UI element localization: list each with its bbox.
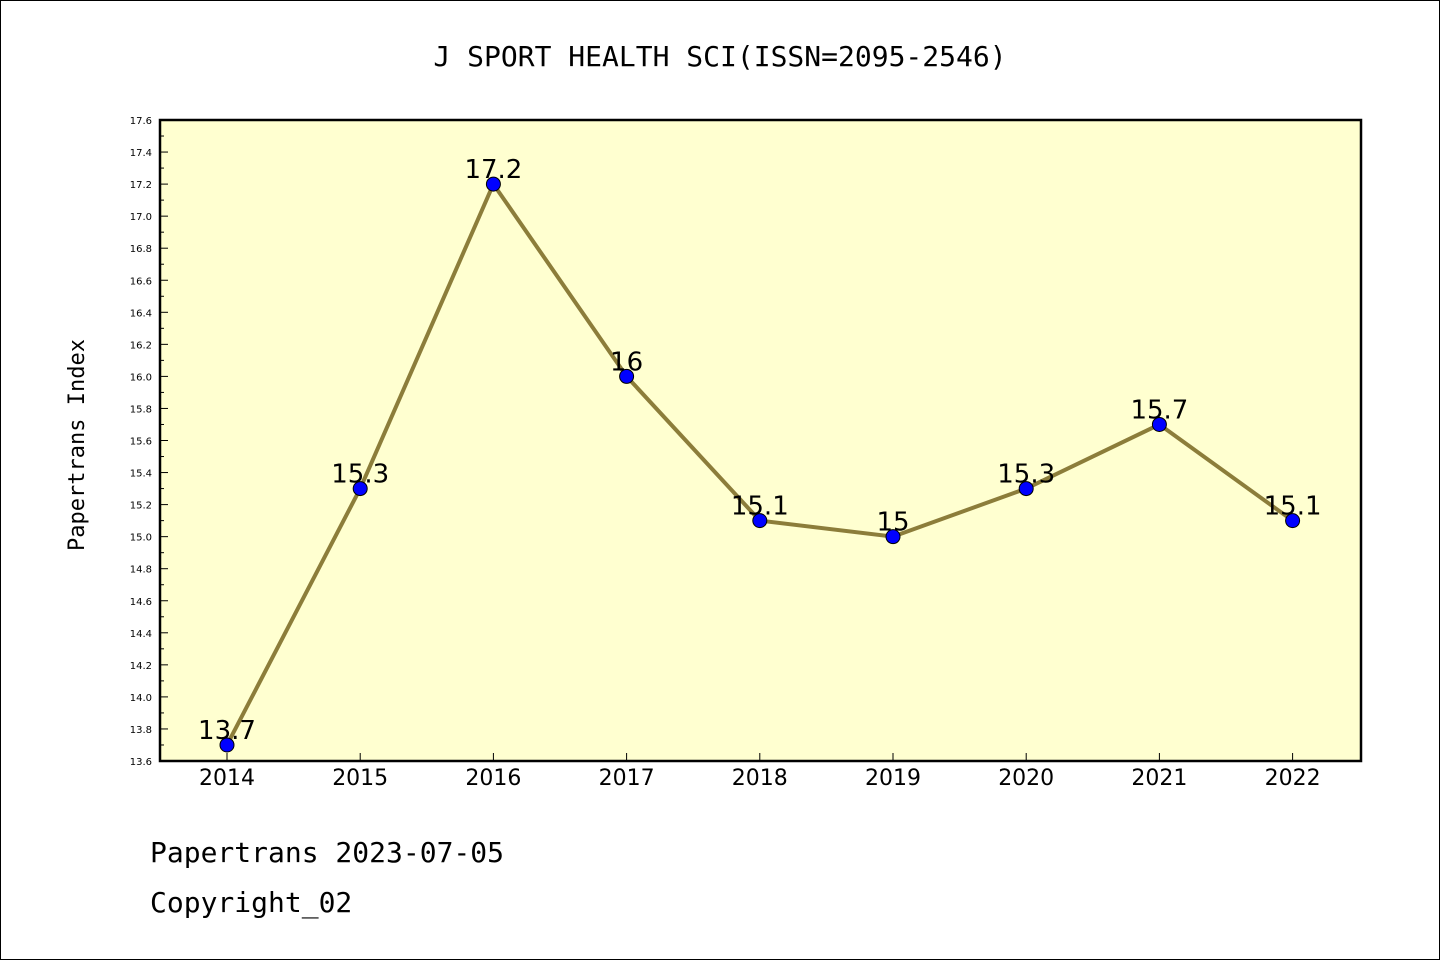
y-tick-label: 14.0 <box>130 693 152 704</box>
data-point <box>485 176 501 192</box>
data-label: 15 <box>876 508 909 538</box>
y-tick-label: 17.0 <box>130 212 152 223</box>
y-axis-label: Papertrans Index <box>65 339 90 551</box>
data-label: 16 <box>610 347 643 377</box>
chart-title: J SPORT HEALTH SCI(ISSN=2095-2546) <box>433 40 1006 73</box>
data-point <box>885 529 901 545</box>
series-group: 13.7 15.3 17.2 16 15.1 15 15.3 15.7 15.1 <box>198 155 1322 753</box>
x-axis-ticks: 2014 2015 2016 2017 2018 2019 2020 2021 2022 <box>199 753 1321 791</box>
y-tick-label: 16.6 <box>130 276 152 287</box>
y-tick-label: 17.6 <box>130 116 152 127</box>
data-point <box>1151 416 1167 432</box>
data-label: 15.3 <box>997 460 1055 490</box>
y-tick-label: 17.4 <box>130 148 152 159</box>
data-point <box>1285 513 1301 529</box>
y-tick-label: 15.4 <box>130 469 152 480</box>
data-label: 17.2 <box>464 155 522 185</box>
y-tick-label: 16.8 <box>130 244 152 255</box>
y-tick-label: 16.2 <box>130 340 152 351</box>
x-tick-label: 2020 <box>998 766 1054 791</box>
x-tick-label: 2017 <box>599 766 655 791</box>
y-axis-ticks: 13.6 13.8 14.0 14.2 14.4 14.6 14.8 15.0 15.2 15.4… <box>130 116 168 768</box>
footer-date: Papertrans 2023-07-05 <box>150 836 505 869</box>
data-point <box>619 368 635 384</box>
y-tick-label: 13.6 <box>130 757 152 768</box>
y-tick-label: 16.0 <box>130 372 152 383</box>
x-tick-label: 2014 <box>199 766 255 791</box>
data-point <box>219 737 235 753</box>
plot-area <box>158 118 1363 763</box>
x-tick-label: 2018 <box>732 766 788 791</box>
x-tick-label: 2015 <box>332 766 388 791</box>
y-tick-label: 15.2 <box>130 501 152 512</box>
y-tick-label: 15.6 <box>130 437 152 448</box>
x-tick-label: 2021 <box>1131 766 1187 791</box>
y-tick-label: 14.2 <box>130 661 152 672</box>
y-tick-label: 17.2 <box>130 180 152 191</box>
data-label: 13.7 <box>198 716 256 746</box>
y-tick-label: 14.8 <box>130 565 152 576</box>
data-label: 15.1 <box>731 492 789 522</box>
data-label: 15.7 <box>1130 395 1188 425</box>
x-tick-label: 2019 <box>865 766 921 791</box>
x-tick-label: 2022 <box>1265 766 1321 791</box>
data-label: 15.1 <box>1264 492 1322 522</box>
data-point <box>352 481 368 497</box>
data-point <box>752 513 768 529</box>
y-tick-label: 16.4 <box>130 308 152 319</box>
data-label: 15.3 <box>331 460 389 490</box>
data-point <box>1018 481 1034 497</box>
y-tick-label: 13.8 <box>130 725 152 736</box>
y-tick-label: 14.6 <box>130 597 152 608</box>
x-tick-label: 2016 <box>465 766 521 791</box>
footer-copyright: Copyright_02 <box>150 886 353 919</box>
y-tick-label: 14.4 <box>130 629 152 640</box>
y-tick-label: 15.0 <box>130 533 152 544</box>
y-tick-label: 15.8 <box>130 404 152 415</box>
